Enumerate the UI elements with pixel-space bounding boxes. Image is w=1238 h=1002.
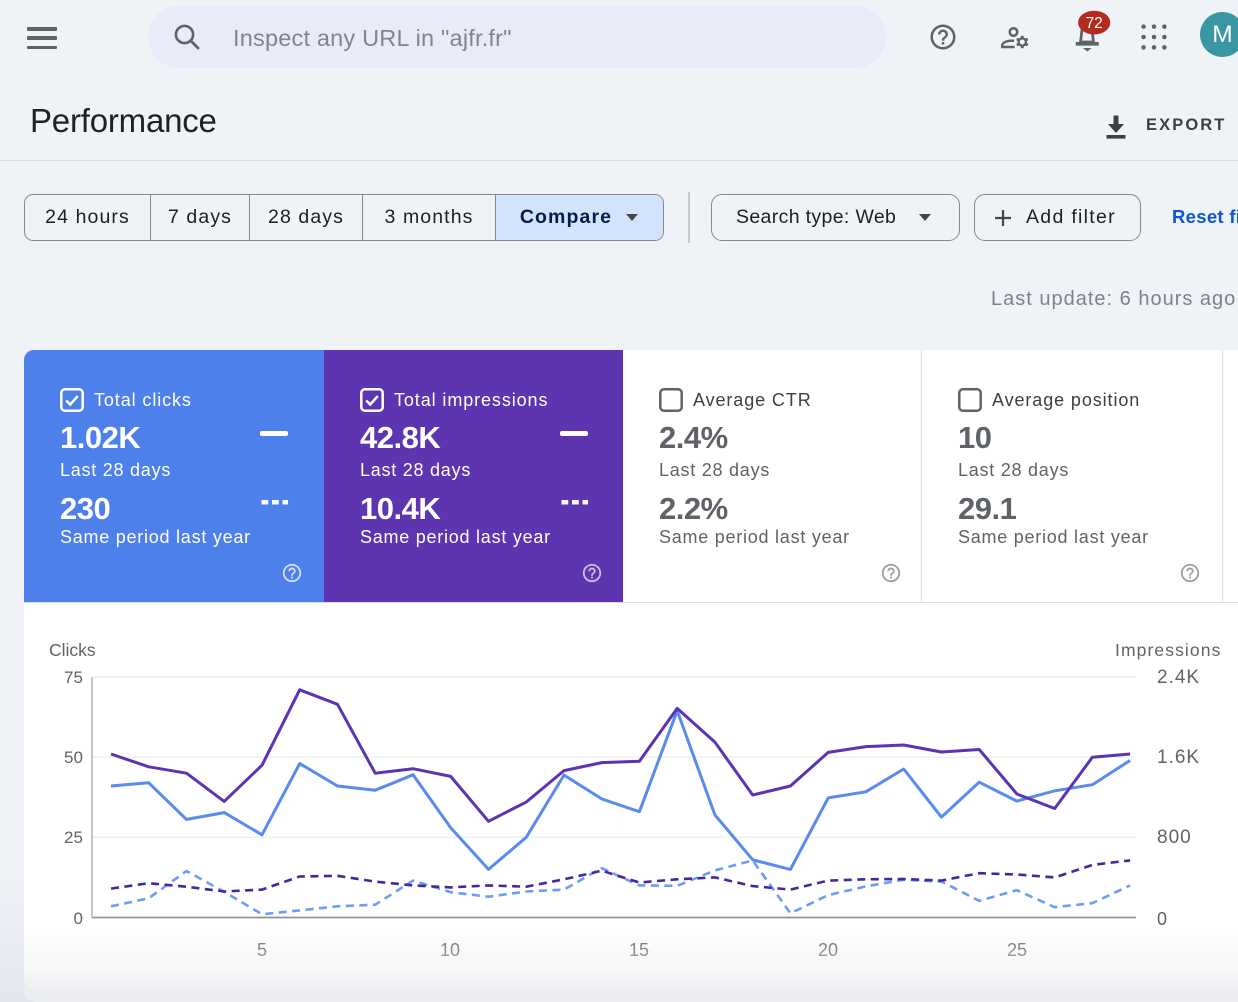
svg-text:72: 72	[1086, 15, 1103, 32]
